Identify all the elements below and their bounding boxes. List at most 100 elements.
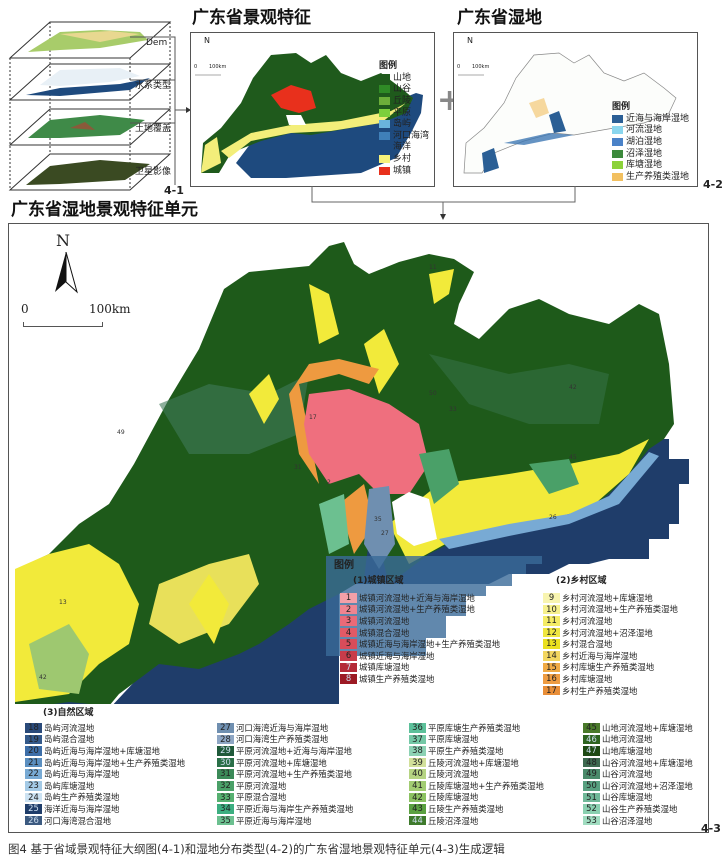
north-arrow: N	[467, 36, 473, 45]
landscape-character-map: N 0 100km 图例 山地 山谷 丘陵 平原 岛屿 河口海湾 海洋 乡村 城镇	[190, 32, 435, 187]
legend-swatch: 49	[583, 769, 600, 779]
map-unit-label: 33	[449, 406, 457, 413]
legend-swatch: 2	[340, 604, 357, 615]
legend-label: 城镇	[393, 165, 412, 176]
legend-swatch: 50	[583, 781, 600, 791]
legend-item: 31 平原河流湿地+生产养殖类湿地	[217, 768, 352, 780]
legend-label: 平原库塘湿地	[428, 734, 479, 745]
legend-label: 库塘湿地	[626, 160, 663, 171]
legend-swatch: 41	[409, 781, 426, 791]
legend-label: 山谷库塘湿地	[602, 792, 653, 803]
legend-label: 平原混合湿地	[236, 792, 287, 803]
main-title: 广东省湿地景观特征单元	[11, 200, 198, 220]
legend-swatch: 14	[543, 651, 560, 661]
legend-item: 44 丘陵沼泽湿地	[409, 815, 478, 827]
legend-item: 丘陵	[379, 95, 429, 107]
north-arrow: N	[204, 36, 210, 45]
legend-label: 生产养殖类湿地	[626, 171, 690, 182]
legend-item: 48 山谷河流湿地+库塘湿地	[583, 757, 693, 769]
legend-item: 7 城镇库塘湿地	[340, 662, 409, 674]
legend-item: 4 城镇混合湿地	[340, 627, 409, 639]
panel-tag-4-3: 4-3	[701, 822, 721, 835]
legend-label: 海洋	[393, 142, 412, 153]
legend-label: 山谷	[393, 84, 412, 95]
legend-swatch: 51	[583, 792, 600, 803]
legend-swatch: 3	[340, 616, 357, 626]
legend-item: 20 岛屿近海与海岸湿地+库塘湿地	[25, 745, 160, 757]
legend-item: 37 平原库塘湿地	[409, 734, 478, 746]
legend-item: 湖泊湿地	[612, 136, 689, 148]
legend-label: 城镇河流湿地+近海与海岸湿地	[359, 592, 475, 603]
legend-label: 山地	[393, 72, 412, 83]
layer-label-satellite: 卫星影像	[135, 167, 172, 177]
legend-swatch	[612, 126, 623, 135]
legend-item: 29 平原河流湿地+近海与海岸湿地	[217, 745, 352, 757]
map-unit-label: 42	[569, 384, 577, 391]
legend-item: 52 山谷生产养殖类湿地	[583, 803, 677, 815]
panel1-title: 广东省景观特征	[192, 8, 311, 28]
legend-label: 丘陵	[393, 95, 412, 106]
legend-swatch: 15	[543, 662, 560, 673]
layer-label-water: 水系类型	[135, 81, 172, 91]
legend-item: 22 岛屿近海与海岸湿地	[25, 768, 119, 780]
scale-bar	[23, 322, 103, 327]
legend-item: 15 乡村库塘生产养殖类湿地	[543, 662, 654, 674]
natural-header: (3)自然区域	[43, 708, 94, 718]
legend-label: 城镇河流湿地+生产养殖类湿地	[359, 604, 475, 615]
legend-label: 乡村河流湿地	[562, 615, 613, 626]
legend-label: 丘陵河流湿地+库塘湿地	[428, 757, 519, 768]
legend-swatch: 34	[217, 804, 234, 814]
legend-item: 10 乡村河流湿地+生产养殖类湿地	[543, 604, 678, 616]
scale-zero: 0	[21, 302, 29, 316]
legend-item: 47 山地库塘湿地	[583, 745, 652, 757]
legend-label: 城镇生产养殖类湿地	[359, 673, 435, 684]
legend-swatch: 18	[25, 723, 42, 733]
legend-label: 山谷河流湿地+沼泽湿地	[602, 780, 693, 791]
panel2-legend: 图例 近海与海岸湿地 河流湿地 湖泊湿地 沼泽湿地 库塘湿地 生产养殖类湿地	[612, 102, 689, 183]
legend-swatch	[612, 114, 623, 123]
legend-swatch: 48	[583, 757, 600, 768]
legend-swatch: 31	[217, 769, 234, 779]
map-unit-label: 13	[59, 599, 67, 606]
legend-label: 丘陵库塘湿地	[428, 792, 479, 803]
legend-label: 城镇河流湿地	[359, 615, 410, 626]
legend-label: 丘陵生产养殖类湿地	[428, 803, 504, 814]
legend-item: 32 平原河流湿地	[217, 780, 286, 792]
legend-item: 28 河口海湾生产养殖类湿地	[217, 734, 328, 746]
legend-label: 岛屿生产养殖类湿地	[44, 792, 120, 803]
main-legend-upper: 图例 (1)城镇区域 (2)乡村区域 1 城镇河流湿地+近海与海岸湿地 2 城镇河流湿…	[326, 556, 708, 704]
legend-item: 51 山谷库塘湿地	[583, 792, 652, 804]
legend-item: 46 山地河流湿地	[583, 734, 652, 746]
legend-label: 岛屿混合湿地	[44, 734, 95, 745]
legend-label: 沼泽湿地	[626, 148, 663, 159]
legend-item: 13 乡村混合湿地	[543, 638, 612, 650]
legend-swatch	[379, 73, 390, 82]
legend-swatch	[379, 143, 390, 152]
legend-swatch: 24	[25, 792, 42, 803]
map-unit-label: 45	[569, 454, 577, 461]
legend-item: 河口海湾	[379, 130, 429, 142]
legend-item: 12 乡村河流湿地+沼泽湿地	[543, 627, 653, 639]
legend-item: 43 丘陵生产养殖类湿地	[409, 803, 503, 815]
legend-item: 山谷	[379, 84, 429, 96]
legend-swatch: 22	[25, 769, 42, 779]
legend-swatch: 25	[25, 804, 42, 814]
legend-swatch: 52	[583, 804, 600, 814]
legend-label: 岛屿	[393, 119, 412, 130]
legend-label: 城镇库塘湿地	[359, 662, 410, 673]
estuary-gap	[392, 492, 437, 546]
wetland-landscape-unit-map: N 0 100km 11 42 49 17 2 31 35 27 26 45 13 42 50 33 图例…	[8, 223, 709, 833]
legend-item: 39 丘陵河流湿地+库塘湿地	[409, 757, 519, 769]
scale-km: 100km	[89, 302, 131, 316]
legend-label: 乡村	[393, 153, 412, 164]
legend-item: 城镇	[379, 165, 429, 177]
layer-label-dem: Dem	[146, 38, 168, 48]
legend-item: 近海与海岸湿地	[612, 113, 689, 125]
layer-label-landcover: 土地覆盖	[135, 124, 172, 134]
legend-label: 乡村河流湿地+库塘湿地	[562, 592, 653, 603]
legend-label: 山谷河流湿地+库塘湿地	[602, 757, 693, 768]
legend-swatch: 7	[340, 662, 357, 673]
legend-label: 岛屿近海与海岸湿地+库塘湿地	[44, 745, 160, 756]
legend-swatch	[379, 85, 390, 94]
legend-item: 19 岛屿混合湿地	[25, 734, 94, 746]
